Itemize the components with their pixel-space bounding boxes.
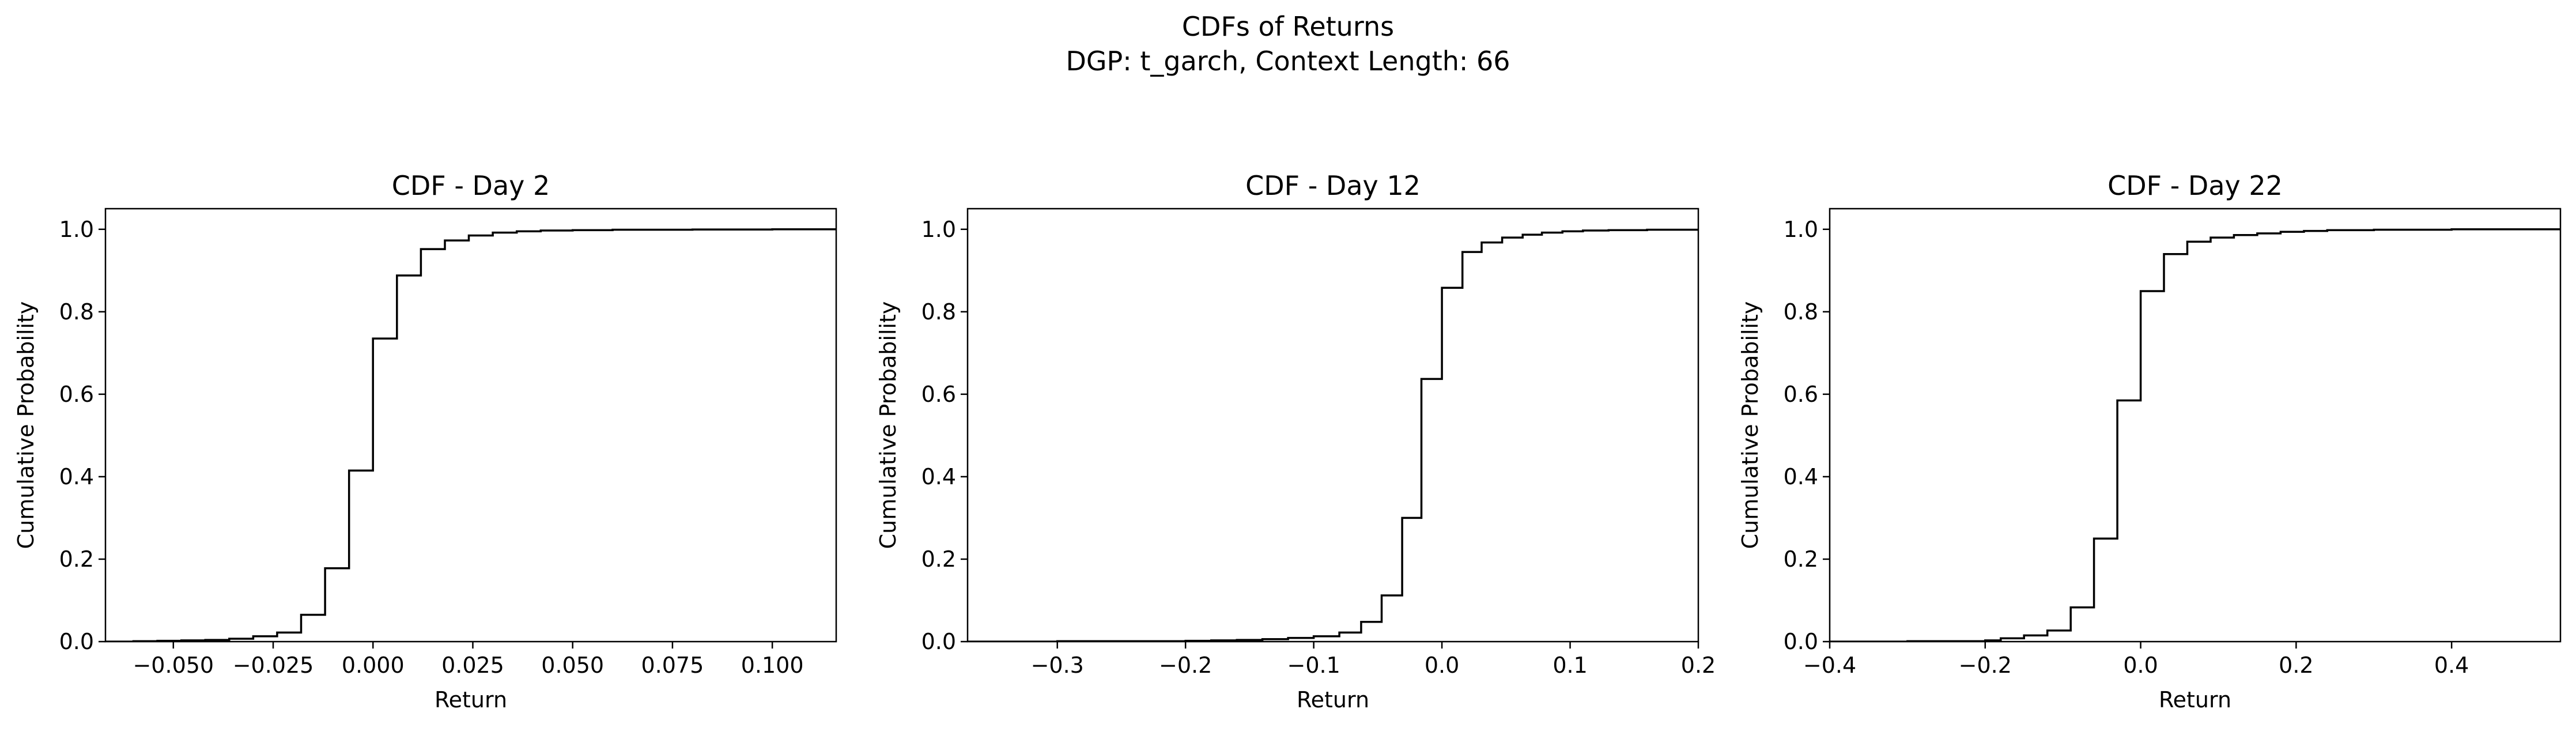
cdf-step-line	[968, 228, 1698, 642]
y-tick-label: 0.8	[1784, 299, 1818, 325]
chart-panel-2: 0.0 0.2 0.4 0.6 0.8 1.0 −0.3 −0.2 −0.1 0.0 0.1 0.2 C…	[875, 170, 1716, 713]
x-tick-label: 0.100	[741, 653, 804, 678]
chart-title: CDF - Day 22	[2107, 170, 2283, 201]
y-tick-label: 0.4	[921, 464, 956, 489]
y-tick-label: 0.6	[59, 382, 94, 407]
x-tick-label: −0.3	[1031, 653, 1084, 678]
x-tick-label: −0.2	[1159, 653, 1212, 678]
x-tick-label: −0.025	[233, 653, 314, 678]
y-tick-label: 0.0	[1784, 629, 1818, 654]
figure-subtitle: DGP: t_garch, Context Length: 66	[1066, 46, 1510, 77]
y-tick-label: 1.0	[921, 217, 956, 242]
y-tick-label: 0.6	[1784, 382, 1818, 407]
y-axis-label: Cumulative Probability	[875, 301, 901, 549]
x-tick-label: 0.4	[2434, 653, 2469, 678]
y-tick-label: 0.0	[59, 629, 94, 654]
x-axis-label: Return	[1297, 687, 1369, 713]
y-tick-label: 0.0	[921, 629, 956, 654]
y-tick-label: 0.4	[1784, 464, 1818, 489]
x-tick-label: 0.025	[441, 653, 504, 678]
x-tick-label: 0.050	[541, 653, 604, 678]
figure-title: CDFs of Returns	[1182, 11, 1394, 42]
x-tick-label: 0.000	[342, 653, 405, 678]
x-tick-label: 0.075	[641, 653, 704, 678]
axes-frame	[966, 208, 1699, 643]
axes-frame	[1829, 208, 2562, 643]
y-tick-label: 0.8	[921, 299, 956, 325]
y-tick-label: 0.8	[59, 299, 94, 325]
chart-panel-3: 0.0 0.2 0.4 0.6 0.8 1.0 −0.4 −0.2 0.0 0.2 0.4 CDF -…	[1738, 170, 2562, 713]
x-tick-label: 0.0	[1425, 653, 1459, 678]
y-axis-label: Cumulative Probability	[13, 301, 39, 549]
y-tick-label: 0.6	[921, 382, 956, 407]
cdf-step-line	[105, 228, 836, 642]
chart-title: CDF - Day 2	[392, 170, 550, 201]
x-tick-label: −0.4	[1803, 653, 1856, 678]
x-tick-label: 0.2	[1681, 653, 1716, 678]
y-tick-label: 1.0	[1784, 217, 1818, 242]
cdf-step-line	[1830, 228, 2560, 642]
y-tick-label: 1.0	[59, 217, 94, 242]
x-axis-label: Return	[435, 687, 507, 713]
y-tick-label: 0.2	[59, 546, 94, 572]
chart-panels: 0.0 0.2 0.4 0.6 0.8 1.0 −0.050 −0.025 0.000 0.025…	[13, 170, 2562, 713]
chart-panel-1: 0.0 0.2 0.4 0.6 0.8 1.0 −0.050 −0.025 0.000 0.025…	[13, 170, 837, 713]
axes-frame	[104, 208, 837, 643]
y-tick-label: 0.2	[921, 546, 956, 572]
chart-title: CDF - Day 12	[1245, 170, 1421, 201]
x-tick-label: 0.1	[1553, 653, 1587, 678]
x-tick-label: 0.0	[2123, 653, 2158, 678]
x-axis-label: Return	[2159, 687, 2231, 713]
y-axis-label: Cumulative Probability	[1738, 301, 1763, 549]
x-tick-label: −0.1	[1287, 653, 1340, 678]
x-tick-label: 0.2	[2279, 653, 2313, 678]
x-tick-label: −0.050	[133, 653, 214, 678]
x-tick-label: −0.2	[1959, 653, 2012, 678]
y-tick-label: 0.2	[1784, 546, 1818, 572]
y-tick-label: 0.4	[59, 464, 94, 489]
